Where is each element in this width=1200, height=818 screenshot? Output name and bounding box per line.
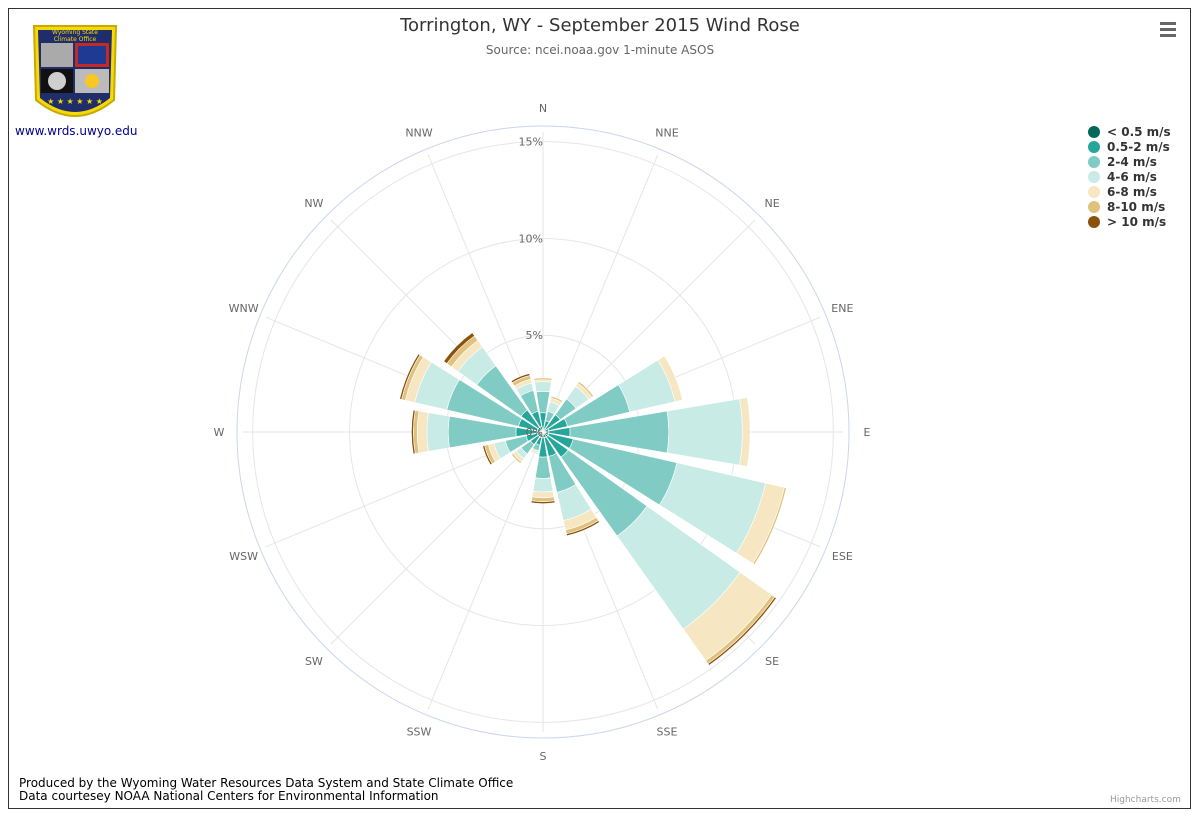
wedge-ese-series-5[interactable] bbox=[752, 487, 787, 565]
direction-label-wsw: WSW bbox=[229, 550, 258, 563]
wedge-w-series-4[interactable] bbox=[416, 410, 429, 454]
legend-swatch bbox=[1088, 125, 1100, 138]
direction-label-ssw: SSW bbox=[407, 725, 432, 738]
radial-tick-label: 15% bbox=[519, 136, 543, 149]
wedge-sw-series-5[interactable] bbox=[511, 452, 523, 464]
direction-label-sse: SSE bbox=[657, 725, 678, 738]
direction-label-ese: ESE bbox=[832, 550, 853, 563]
legend-item[interactable]: < 0.5 m/s bbox=[1088, 124, 1171, 139]
website-link[interactable]: www.wrds.uwyo.edu bbox=[15, 124, 138, 138]
wedge-n-series-3[interactable] bbox=[534, 381, 552, 393]
legend-item[interactable]: 6-8 m/s bbox=[1088, 184, 1171, 199]
wedge-ene-series-4[interactable] bbox=[657, 355, 683, 403]
hamburger-menu-icon[interactable] bbox=[1158, 22, 1180, 40]
wind-rose-bars bbox=[399, 332, 787, 666]
direction-label-wnw: WNW bbox=[229, 302, 259, 315]
wedge-n-series-2[interactable] bbox=[535, 391, 551, 414]
wedge-s-series-4[interactable] bbox=[531, 490, 555, 499]
radial-tick-label: 5% bbox=[526, 329, 543, 342]
direction-label-se: SE bbox=[765, 655, 779, 668]
direction-label-nw: NW bbox=[304, 197, 323, 210]
direction-labels: 0% 5% 10% 15% N NNE NE ENE E ESE SE SSE S SSW SW WSW W WN… bbox=[214, 102, 871, 763]
radial-tick-label: 10% bbox=[519, 232, 543, 245]
highcharts-credit[interactable]: Highcharts.com bbox=[1110, 795, 1181, 805]
legend-label: < 0.5 m/s bbox=[1107, 124, 1171, 139]
legend-swatch bbox=[1088, 140, 1100, 153]
svg-text:Climate Office: Climate Office bbox=[54, 36, 97, 43]
wedge-nnw-series-6[interactable] bbox=[510, 373, 531, 384]
legend-swatch bbox=[1088, 155, 1100, 168]
direction-label-n: N bbox=[539, 102, 547, 115]
footer-line-1: Produced by the Wyoming Water Resources … bbox=[19, 776, 514, 790]
wedge-wnw-series-6[interactable] bbox=[399, 353, 421, 400]
wedge-se-series-6[interactable] bbox=[707, 596, 777, 666]
legend-label: 2-4 m/s bbox=[1107, 154, 1157, 169]
wedge-w-series-3[interactable] bbox=[426, 412, 450, 452]
legend-item[interactable]: 2-4 m/s bbox=[1088, 154, 1171, 169]
svg-text:★ ★ ★ ★ ★ ★: ★ ★ ★ ★ ★ ★ bbox=[47, 97, 103, 106]
direction-label-ne: NE bbox=[765, 197, 780, 210]
wedge-s-series-3[interactable] bbox=[532, 477, 554, 493]
footer-credits: Produced by the Wyoming Water Resources … bbox=[19, 777, 513, 803]
wedge-ne-series-5[interactable] bbox=[577, 381, 594, 398]
wedge-e-series-4[interactable] bbox=[739, 397, 751, 467]
radial-tick-label: 0% bbox=[526, 426, 543, 439]
direction-label-w: W bbox=[214, 426, 225, 439]
legend-swatch bbox=[1088, 200, 1100, 213]
wedge-n-series-5[interactable] bbox=[533, 377, 553, 381]
direction-label-sw: SW bbox=[305, 655, 323, 668]
outer-ring bbox=[236, 125, 850, 739]
legend-label: 8-10 m/s bbox=[1107, 199, 1166, 214]
wedge-nne-series-5[interactable] bbox=[550, 395, 563, 403]
svg-text:Wyoming State: Wyoming State bbox=[52, 29, 98, 36]
chart-title: Torrington, WY - September 2015 Wind Ros… bbox=[400, 15, 800, 36]
legend-label: > 10 m/s bbox=[1107, 214, 1167, 229]
direction-label-ene: ENE bbox=[831, 302, 853, 315]
wedge-s-series-2[interactable] bbox=[534, 456, 552, 479]
direction-label-nne: NNE bbox=[655, 127, 678, 140]
legend-swatch bbox=[1088, 215, 1100, 228]
wedge-wsw-series-6[interactable] bbox=[482, 445, 493, 466]
legend-item[interactable]: 8-10 m/s bbox=[1088, 199, 1171, 214]
legend: < 0.5 m/s 0.5-2 m/s 2-4 m/s 4-6 m/s 6-8 m/s 8… bbox=[1088, 124, 1171, 229]
wedge-e-series-3[interactable] bbox=[666, 398, 743, 466]
legend-item[interactable]: > 10 m/s bbox=[1088, 214, 1171, 229]
legend-label: 4-6 m/s bbox=[1107, 169, 1157, 184]
wedge-w-series-6[interactable] bbox=[411, 409, 416, 455]
grid-spoke bbox=[427, 431, 544, 710]
legend-item[interactable]: 0.5-2 m/s bbox=[1088, 139, 1171, 154]
footer-line-2: Data courtesey NOAA National Centers for… bbox=[19, 789, 439, 803]
legend-item[interactable]: 4-6 m/s bbox=[1088, 169, 1171, 184]
wedge-nw-series-6[interactable] bbox=[443, 332, 475, 364]
wedge-s-series-6[interactable] bbox=[530, 500, 556, 504]
wedge-sse-series-6[interactable] bbox=[566, 520, 600, 537]
climate-office-logo: Wyoming State Climate Office ★ ★ ★ ★ ★ ★ bbox=[30, 20, 120, 128]
legend-swatch bbox=[1088, 185, 1100, 198]
chart-subtitle: Source: ncei.noaa.gov 1-minute ASOS bbox=[485, 43, 715, 57]
legend-swatch bbox=[1088, 170, 1100, 183]
grid-spoke bbox=[542, 154, 659, 433]
direction-label-nnw: NNW bbox=[405, 127, 432, 140]
grid-spoke bbox=[330, 431, 544, 645]
legend-label: 0.5-2 m/s bbox=[1107, 139, 1170, 154]
direction-label-s: S bbox=[540, 750, 547, 763]
wedge-ssw-series-4[interactable] bbox=[530, 449, 539, 455]
direction-label-e: E bbox=[864, 426, 871, 439]
legend-label: 6-8 m/s bbox=[1107, 184, 1157, 199]
